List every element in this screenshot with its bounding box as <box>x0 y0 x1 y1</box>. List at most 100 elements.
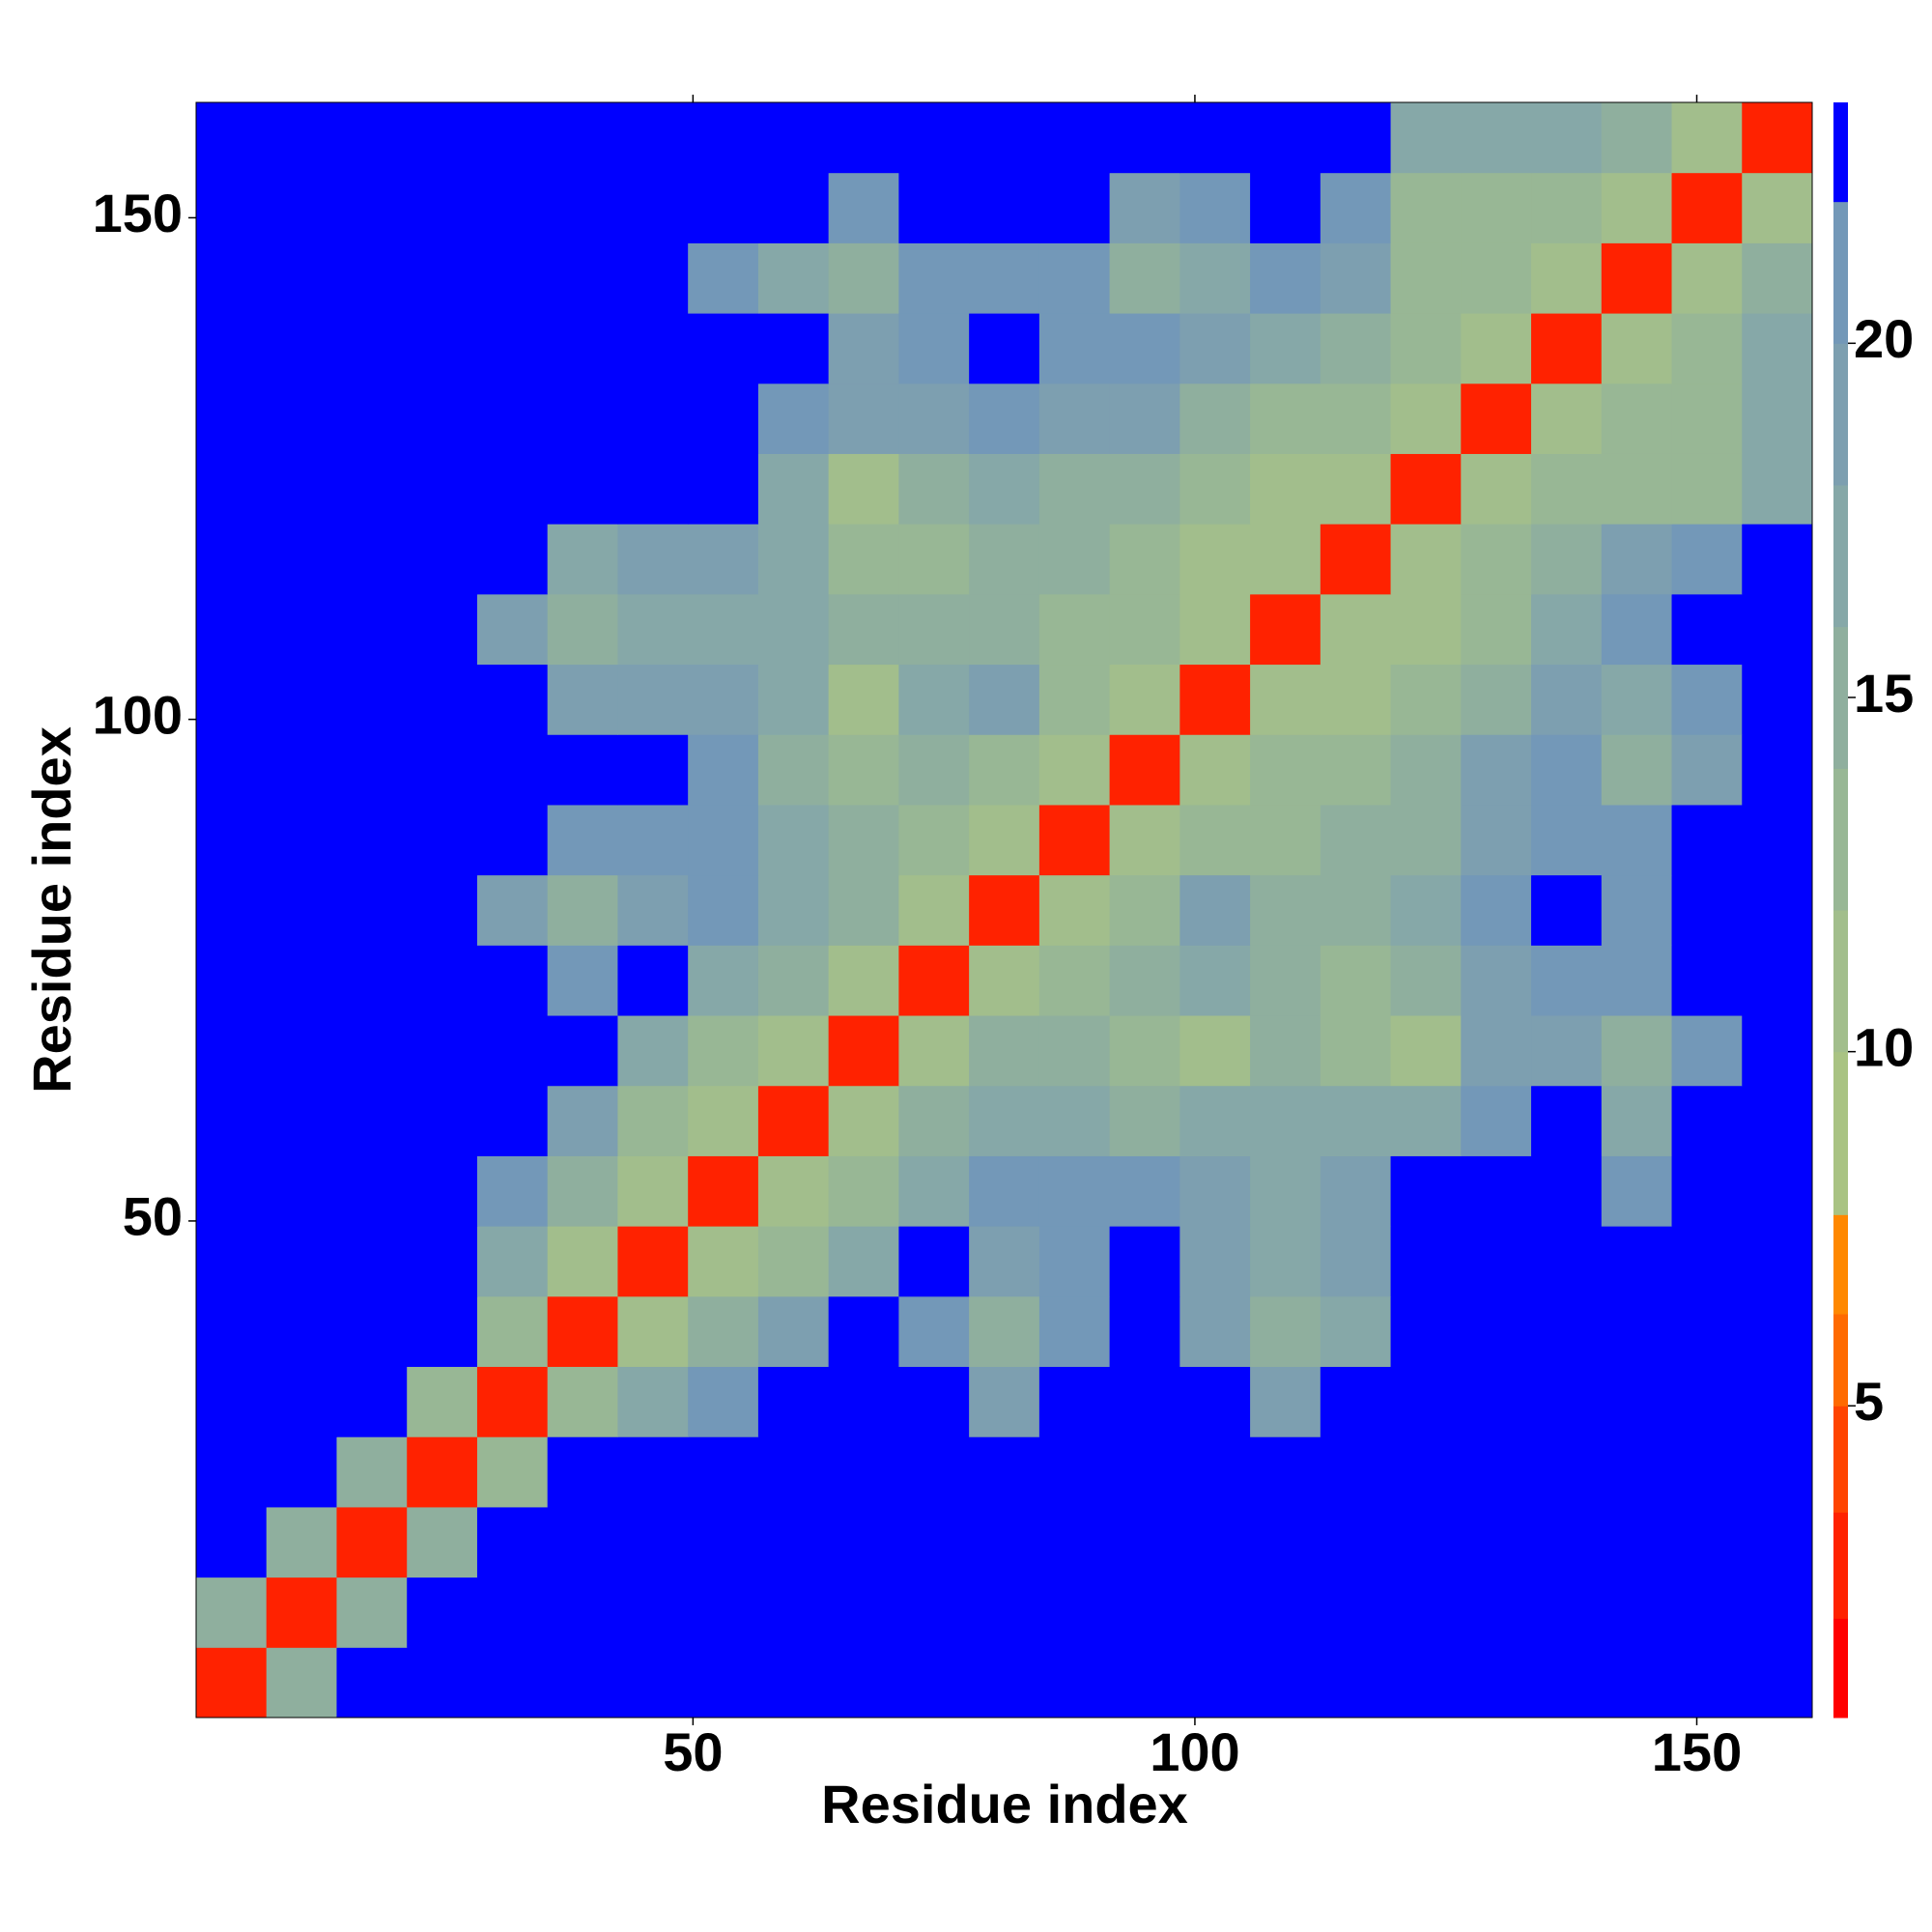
heatmap-cell <box>898 1647 970 1719</box>
colorbar-segment <box>1833 1051 1848 1215</box>
heatmap-cell <box>407 1015 478 1087</box>
heatmap-cell <box>1250 102 1321 174</box>
heatmap-cell <box>1461 945 1532 1016</box>
heatmap-cell <box>336 172 408 243</box>
heatmap-cell <box>1461 383 1532 454</box>
heatmap-cell <box>196 1506 268 1578</box>
heatmap-cell <box>1461 734 1532 806</box>
colorbar-tick-label: 20 <box>1854 308 1914 369</box>
heatmap-cell <box>688 593 759 666</box>
heatmap-cell <box>407 664 478 735</box>
heatmap-cell <box>757 102 830 174</box>
heatmap-cell <box>407 453 478 525</box>
heatmap-cell <box>828 874 899 946</box>
heatmap-cell <box>1461 1506 1532 1578</box>
heatmap-cell <box>688 102 759 174</box>
heatmap-cell <box>828 102 899 174</box>
heatmap-cell <box>617 102 689 174</box>
heatmap-cell <box>336 1506 408 1578</box>
heatmap-cell <box>1250 1085 1321 1156</box>
heatmap-cell <box>1601 313 1673 384</box>
heatmap-cell <box>828 1506 899 1578</box>
heatmap-cell <box>757 1436 830 1508</box>
heatmap-cell <box>969 453 1040 525</box>
heatmap-cell <box>1038 804 1111 876</box>
heatmap-cell <box>828 172 899 243</box>
heatmap-cell <box>1320 524 1392 595</box>
heatmap-cell <box>266 945 337 1016</box>
heatmap-cell <box>1320 945 1392 1016</box>
heatmap-cell <box>1320 1155 1392 1227</box>
heatmap-cell <box>476 804 549 876</box>
heatmap-cell <box>336 383 408 454</box>
heatmap-cell <box>1742 383 1813 454</box>
heatmap-cell <box>1038 1155 1111 1227</box>
heatmap-cell <box>828 1155 899 1227</box>
heatmap-cell <box>1250 1436 1321 1508</box>
heatmap-cell <box>196 664 268 735</box>
heatmap-cell <box>828 313 899 384</box>
heatmap-cell <box>688 1295 759 1368</box>
heatmap-cell <box>1601 874 1673 946</box>
heatmap-cell <box>1531 945 1603 1016</box>
heatmap-cell <box>1390 313 1462 384</box>
heatmap-cell <box>828 1295 899 1368</box>
heatmap-cell <box>1109 593 1180 666</box>
heatmap-cell <box>617 1295 689 1368</box>
heatmap-cell <box>617 172 689 243</box>
heatmap-cell <box>828 593 899 666</box>
heatmap-cell <box>1179 804 1251 876</box>
heatmap-cell <box>1109 1295 1180 1368</box>
heatmap-cell <box>617 1366 689 1437</box>
heatmap-cell <box>476 874 549 946</box>
heatmap-cell <box>828 734 899 806</box>
heatmap-cell <box>1250 1015 1321 1087</box>
heatmap-cell <box>547 945 618 1016</box>
heatmap-cell <box>898 874 970 946</box>
colorbar-tick-label: 10 <box>1854 1016 1914 1077</box>
heatmap-cell <box>969 874 1040 946</box>
heatmap-cell <box>1601 945 1673 1016</box>
heatmap-cell <box>336 945 408 1016</box>
heatmap-cell <box>1250 945 1321 1016</box>
heatmap-cell <box>969 1085 1040 1156</box>
heatmap-cell <box>617 1506 689 1578</box>
heatmap-cell <box>1461 593 1532 666</box>
heatmap-cell <box>1531 1295 1603 1368</box>
heatmap-cell <box>1531 383 1603 454</box>
heatmap-cell <box>196 1085 268 1156</box>
heatmap-cell <box>407 874 478 946</box>
heatmap-cell <box>407 383 478 454</box>
heatmap-cell <box>1601 1085 1673 1156</box>
heatmap-cell <box>1742 593 1813 666</box>
heatmap-cell <box>898 1506 970 1578</box>
heatmap-cell <box>1671 1295 1743 1368</box>
heatmap-cell <box>547 524 618 595</box>
heatmap-cell <box>1250 664 1321 735</box>
heatmap-cell <box>1531 1015 1603 1087</box>
heatmap-cell <box>476 172 549 243</box>
heatmap-cell <box>1390 1155 1462 1227</box>
heatmap-cell <box>757 593 830 666</box>
heatmap-cell <box>1531 1366 1603 1437</box>
heatmap-cell <box>1179 664 1251 735</box>
heatmap-cell <box>617 383 689 454</box>
heatmap-cell <box>1531 313 1603 384</box>
heatmap-cell <box>617 524 689 595</box>
heatmap-cell <box>1250 804 1321 876</box>
heatmap-cell <box>1038 242 1111 314</box>
heatmap-cell <box>1179 593 1251 666</box>
heatmap-cell <box>969 664 1040 735</box>
heatmap-cell <box>407 1647 478 1719</box>
heatmap-cell <box>1461 1366 1532 1437</box>
heatmap-cell <box>266 1015 337 1087</box>
heatmap-cell <box>617 804 689 876</box>
heatmap-cell <box>407 313 478 384</box>
heatmap-cell <box>1179 524 1251 595</box>
heatmap-cell <box>969 1506 1040 1578</box>
heatmap-cell <box>1601 1506 1673 1578</box>
colorbar-tick-label: 5 <box>1854 1371 1884 1432</box>
heatmap-cell <box>266 874 337 946</box>
heatmap-cell <box>688 1366 759 1437</box>
